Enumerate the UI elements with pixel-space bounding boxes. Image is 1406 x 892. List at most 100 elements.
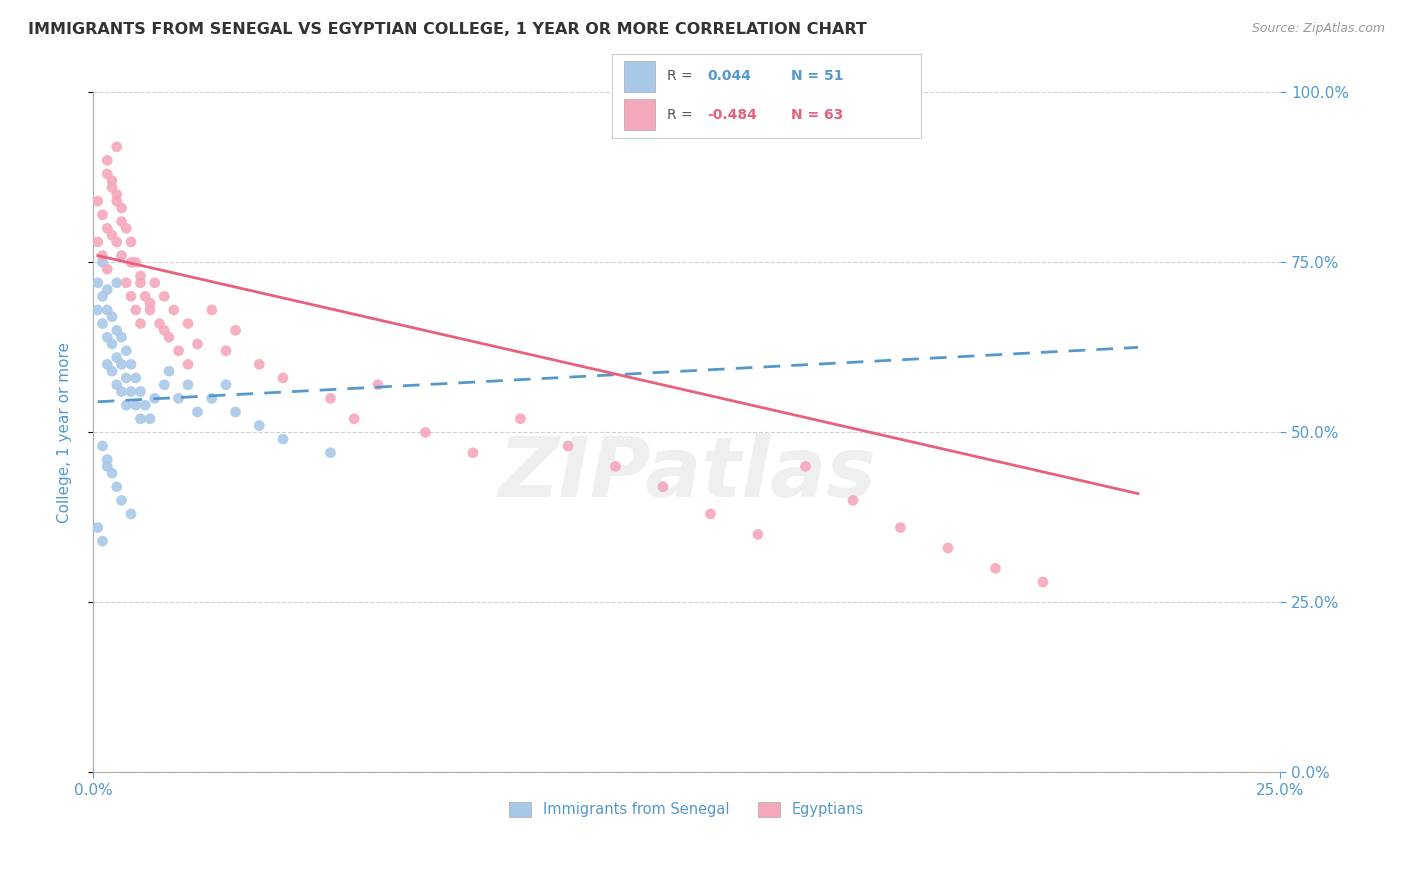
Text: Source: ZipAtlas.com: Source: ZipAtlas.com (1251, 22, 1385, 36)
Point (605, 459, 627, 474)
Point (101, 310, 124, 324)
Point (105, 235, 128, 249)
Point (96, 330, 118, 344)
Point (91, 439, 114, 453)
Point (101, 228, 124, 243)
Point (120, 289, 142, 303)
Point (215, 343, 238, 358)
Point (557, 439, 579, 453)
Point (224, 323, 246, 337)
Point (96, 221, 118, 235)
Point (157, 330, 180, 344)
Text: -0.484: -0.484 (707, 108, 758, 121)
Point (652, 480, 675, 494)
Point (110, 249, 132, 263)
Text: N = 63: N = 63 (792, 108, 844, 121)
Point (101, 337, 124, 351)
Point (110, 330, 132, 344)
Point (91, 208, 114, 222)
Point (101, 174, 124, 188)
Point (984, 561, 1007, 575)
Point (247, 357, 270, 371)
Point (87, 302, 110, 317)
Point (120, 384, 142, 399)
Point (105, 276, 128, 290)
Point (96, 167, 118, 181)
Point (794, 459, 817, 474)
Point (105, 187, 128, 202)
Text: R =: R = (668, 108, 697, 121)
Point (319, 446, 342, 460)
Point (87, 194, 110, 209)
Point (91, 534, 114, 549)
Point (125, 398, 148, 412)
Point (115, 221, 138, 235)
Point (110, 493, 132, 508)
Point (143, 276, 166, 290)
Point (139, 302, 162, 317)
Point (143, 392, 166, 406)
Point (842, 493, 865, 508)
Point (110, 384, 132, 399)
Point (96, 302, 118, 317)
Point (271, 371, 294, 385)
Point (129, 384, 152, 399)
Point (747, 527, 769, 541)
Point (509, 411, 531, 425)
Point (461, 446, 484, 460)
Point (129, 411, 152, 425)
Point (215, 377, 238, 392)
Point (134, 398, 156, 412)
Point (96, 283, 118, 297)
Point (163, 302, 186, 317)
Point (96, 153, 118, 168)
Point (105, 480, 128, 494)
Point (343, 411, 366, 425)
Text: R =: R = (668, 70, 697, 83)
Point (115, 371, 138, 385)
Point (101, 466, 124, 480)
Point (319, 392, 342, 406)
Point (224, 405, 246, 419)
Point (129, 317, 152, 331)
Point (415, 425, 437, 440)
Point (96, 452, 118, 467)
Text: ZIPatlas: ZIPatlas (498, 433, 876, 514)
Point (115, 343, 138, 358)
Point (105, 377, 128, 392)
Point (110, 201, 132, 215)
Point (201, 302, 224, 317)
Point (91, 255, 114, 269)
Point (120, 357, 142, 371)
Text: 0.044: 0.044 (707, 70, 751, 83)
Point (153, 377, 176, 392)
Point (889, 520, 911, 534)
Point (125, 302, 148, 317)
Point (120, 507, 142, 521)
Point (115, 276, 138, 290)
Point (125, 255, 148, 269)
Point (367, 377, 389, 392)
Point (936, 541, 959, 555)
Point (105, 323, 128, 337)
Point (186, 337, 208, 351)
Point (96, 459, 118, 474)
Point (101, 180, 124, 194)
Point (91, 317, 114, 331)
Point (101, 364, 124, 378)
Point (134, 289, 156, 303)
Point (91, 289, 114, 303)
Point (115, 398, 138, 412)
Point (167, 392, 190, 406)
Point (91, 249, 114, 263)
Point (177, 377, 200, 392)
Point (148, 317, 170, 331)
Point (110, 357, 132, 371)
Y-axis label: College, 1 year or more: College, 1 year or more (58, 342, 72, 523)
Point (96, 262, 118, 277)
Point (87, 520, 110, 534)
Point (201, 392, 224, 406)
Point (87, 276, 110, 290)
Text: N = 51: N = 51 (792, 70, 844, 83)
Point (139, 296, 162, 310)
